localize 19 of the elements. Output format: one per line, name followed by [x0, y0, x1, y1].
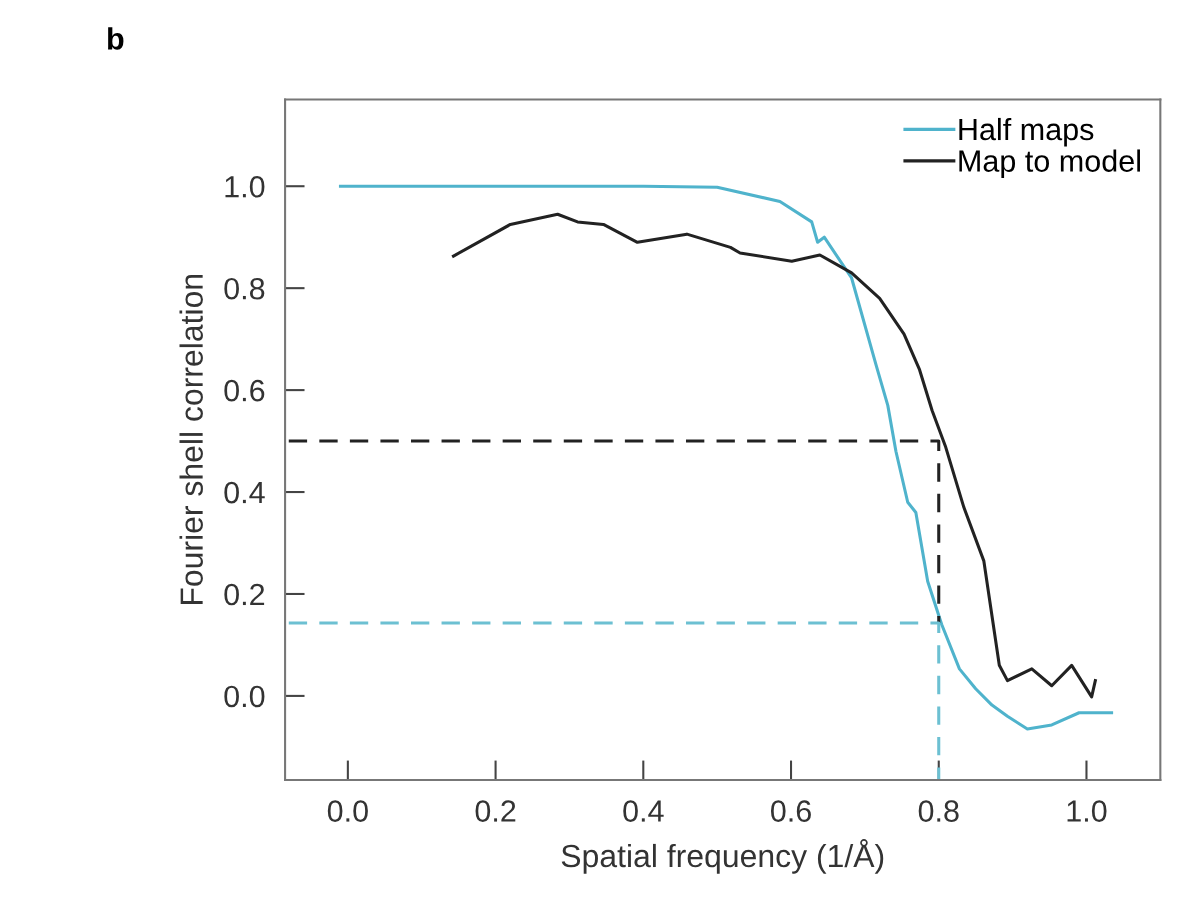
legend-label: Map to model [959, 149, 1140, 178]
x-axis-title: Spatial frequency (1/Å) [561, 839, 884, 874]
line-series [338, 184, 1114, 731]
x-tick-label: 1.0 [1067, 800, 1107, 822]
x-tick-label: 0.2 [475, 800, 516, 822]
x-tick-label: 0.4 [623, 800, 664, 822]
text: b [108, 27, 124, 50]
x-tick-label: 0.6 [770, 800, 811, 822]
line-series [451, 212, 1097, 699]
y-tick-label: 0.2 [224, 583, 265, 606]
legend-label: Half maps [959, 117, 1094, 147]
y-tick-label: 0.8 [224, 277, 265, 300]
y-axis-title: Fourier shell correlation [179, 274, 203, 605]
y-tick-label: 0.4 [224, 481, 265, 504]
y-tick-label: 1.0 [225, 175, 265, 198]
x-tick-label: 0.8 [918, 800, 959, 822]
x-tick-label: 0.0 [327, 800, 368, 822]
y-tick-label: 0.6 [224, 379, 265, 402]
y-tick-label: 0.0 [224, 685, 265, 708]
